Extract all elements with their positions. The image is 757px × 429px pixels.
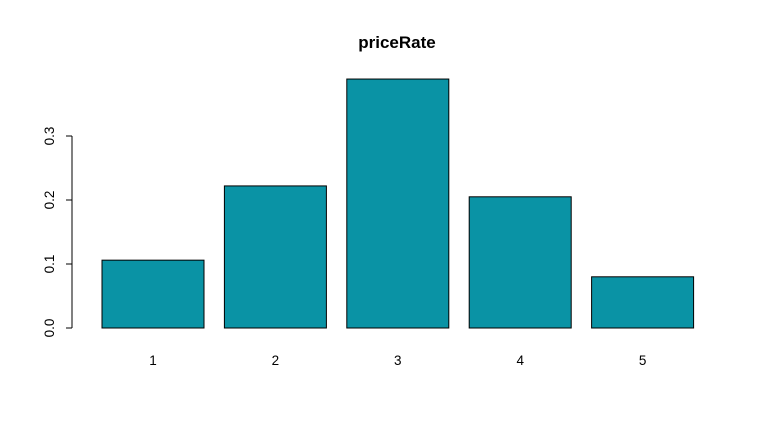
bar-3: [346, 78, 450, 329]
y-axis: 0.0 0.1 0.2 0.3: [42, 127, 73, 338]
y-tick-label: 0.2: [42, 191, 57, 210]
chart-title: priceRate: [358, 33, 435, 52]
x-tick-label: 1: [149, 353, 157, 368]
bar-2: [223, 185, 327, 329]
y-tick-label: 0.0: [42, 319, 57, 338]
bar-1: [101, 259, 205, 329]
bar-5: [591, 276, 695, 329]
x-tick-label: 3: [394, 353, 402, 368]
x-tick-label: 2: [272, 353, 280, 368]
bar-4: [468, 196, 572, 329]
y-tick-label: 0.3: [42, 127, 57, 146]
x-tick-labels: 1 2 3 4 5: [149, 353, 646, 368]
x-tick-label: 4: [516, 353, 524, 368]
x-tick-label: 5: [639, 353, 647, 368]
y-tick-label: 0.1: [42, 255, 57, 274]
bars-group: [101, 78, 695, 329]
